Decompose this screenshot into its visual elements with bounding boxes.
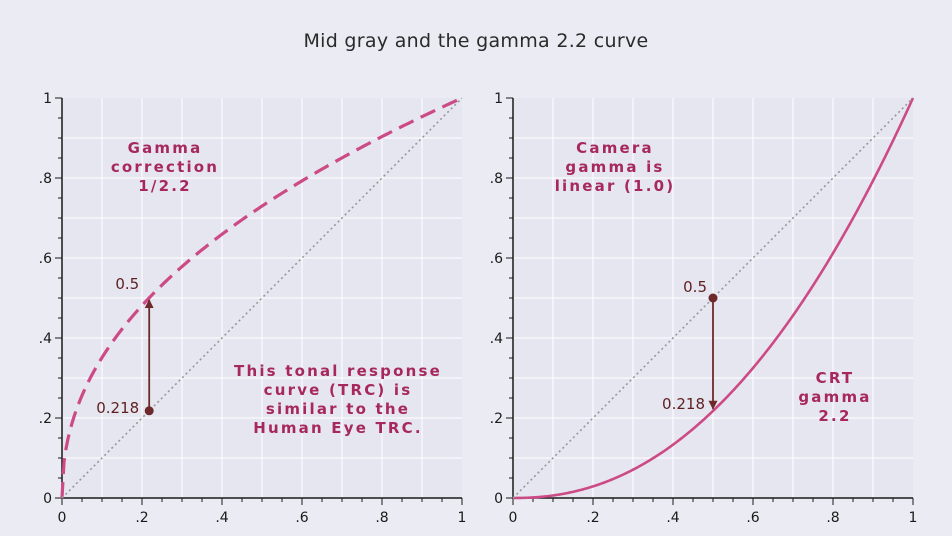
x-tick-label: .8 [826, 510, 839, 526]
chart-title: Mid gray and the gamma 2.2 curve [303, 30, 649, 52]
annotation-text: correction [111, 158, 219, 176]
x-tick-label: 1 [458, 510, 467, 526]
chart-panel-2: 0 .2 .4 .6 .8 1 0 .2 .4 .6 .8 1 0.5 0.218 Cameragamma … [490, 91, 918, 526]
x-tick-label: .4 [215, 510, 228, 526]
y-tick-label: .4 [490, 331, 503, 347]
x-tick-label: .8 [375, 510, 388, 526]
annotation-text: linear (1.0) [555, 177, 676, 195]
y-tick-label: .6 [490, 251, 503, 267]
y-tick-label: 0 [494, 491, 503, 507]
annotation-text: Human Eye TRC. [253, 419, 423, 437]
y-tick-label: .8 [39, 171, 52, 187]
x-tick-label: 0 [509, 510, 518, 526]
annotation-text: gamma [798, 388, 871, 406]
point-value-label: 0.218 [662, 395, 705, 413]
x-tick-label: 1 [909, 510, 918, 526]
point-value-label: 0.218 [96, 399, 139, 417]
annotation-text: CRT [816, 369, 855, 387]
x-tick-label: .2 [586, 510, 599, 526]
series-line-gamma-curve [513, 97, 915, 500]
annotation-text: 1/2.2 [138, 177, 192, 195]
point-value-label: 0.5 [115, 275, 139, 293]
annotation-text: curve (TRC) is [264, 381, 413, 399]
annotation-text: similar to the [266, 400, 410, 418]
series-line-linear-reference [61, 97, 463, 499]
x-tick-label: .6 [746, 510, 759, 526]
annotation-text: gamma is [565, 158, 664, 176]
y-tick-label: .6 [39, 251, 52, 267]
x-tick-label: .6 [295, 510, 308, 526]
x-tick-label: .4 [666, 510, 679, 526]
chart-panel-1: 0 .2 .4 .6 .8 1 0 .2 .4 .6 .8 1 0.5 0.218 Gammacorrect… [39, 91, 467, 526]
y-tick-label: 1 [494, 91, 503, 107]
y-tick-label: .8 [490, 171, 503, 187]
y-tick-label: 0 [43, 491, 52, 507]
y-tick-label: .4 [39, 331, 52, 347]
annotation-text: Camera [576, 139, 654, 157]
annotation-text: 2.2 [818, 407, 851, 425]
y-tick-label: .2 [490, 411, 503, 427]
annotation-text: Gamma [128, 139, 203, 157]
data-point-marker [708, 293, 718, 303]
x-tick-label: 0 [58, 510, 67, 526]
y-tick-label: .2 [39, 411, 52, 427]
annotation-text: This tonal response [234, 362, 442, 380]
y-tick-label: 1 [43, 91, 52, 107]
x-tick-label: .2 [135, 510, 148, 526]
point-value-label: 0.5 [683, 278, 707, 296]
series-line-gamma-curve [60, 96, 463, 499]
data-point-marker [144, 406, 154, 416]
series-line-linear-reference [512, 97, 914, 499]
